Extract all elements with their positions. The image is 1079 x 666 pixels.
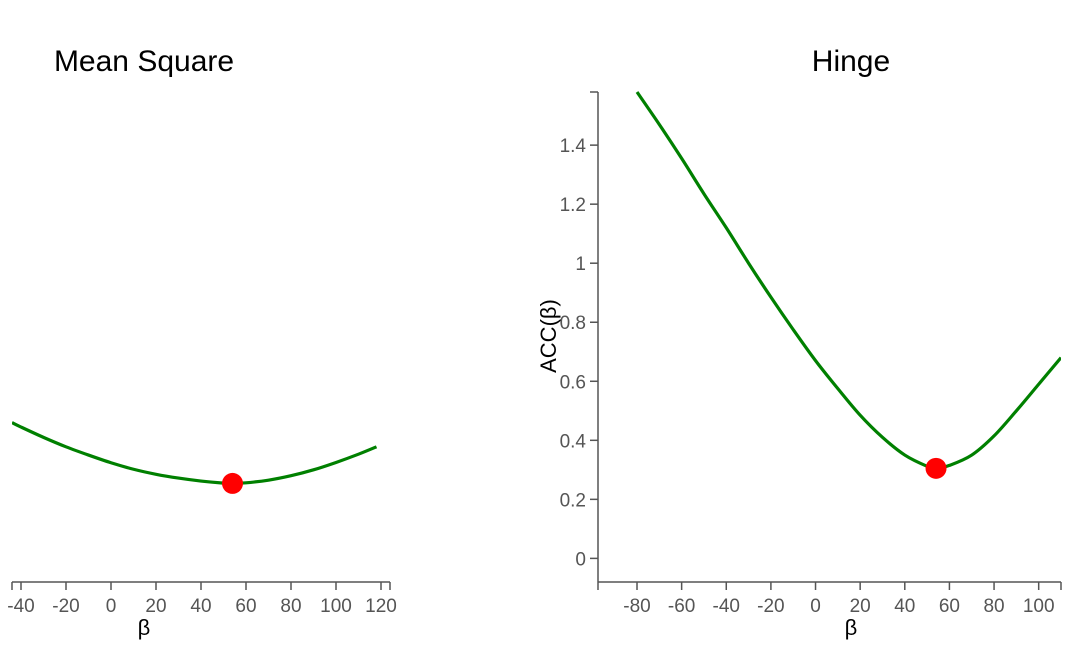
mean-square-title: Mean Square [54, 45, 234, 78]
mean-square-x-tick-label: 40 [190, 596, 211, 617]
hinge-y-tick-label: 0.6 [560, 372, 586, 393]
hinge-y-tick-label: 1.4 [560, 136, 587, 157]
hinge-plot-area: -80 -60 -40 -20 0 20 40 60 80 100 0 0.2 0.4 0.6 0.8 1 1.… [560, 91, 1062, 617]
hinge-x-tick-label: -60 [668, 596, 695, 617]
mean-square-x-tick-label: -20 [52, 596, 79, 617]
hinge-y-tick-label: 0.8 [560, 313, 586, 334]
hinge-x-tick-label: -80 [623, 596, 650, 617]
hinge-y-tick-label: 1 [575, 254, 586, 275]
mean-square-minimum-point [222, 472, 243, 494]
mean-square-x-tick-label: 80 [280, 596, 301, 617]
hinge-x-tick-label: -20 [757, 596, 784, 617]
hinge-y-tick-label: 1.2 [560, 195, 586, 216]
mean-square-panel: Mean Square -40 -20 0 20 40 60 80 100 120 β [7, 45, 397, 640]
mean-square-loss-curve [12, 421, 378, 486]
hinge-x-tick-label: 100 [1023, 596, 1055, 617]
hinge-x-tick-label: 40 [894, 596, 915, 617]
hinge-y-tick-label: 0 [575, 549, 586, 570]
mean-square-plot-area: -40 -20 0 20 40 60 80 100 120 [7, 421, 397, 617]
mean-square-x-tick-label: 120 [365, 596, 397, 617]
hinge-y-tick-label: 0.4 [560, 431, 587, 452]
mean-square-x-tick-label: 0 [106, 596, 117, 617]
hinge-y-axis-label: ACC(β) [536, 299, 561, 373]
hinge-x-axis-label: β [845, 615, 858, 640]
mean-square-x-tick-label: 60 [235, 596, 256, 617]
mean-square-x-tick-label: 20 [145, 596, 166, 617]
hinge-minimum-point [925, 457, 947, 479]
hinge-panel: Hinge -80 -60 -40 -20 0 20 40 60 80 100 0 0.2 0.4 0.6… [536, 45, 1062, 640]
hinge-loss-curve [635, 91, 1061, 471]
hinge-x-tick-label: 60 [939, 596, 960, 617]
hinge-x-tick-label: 0 [810, 596, 821, 617]
hinge-title: Hinge [812, 45, 890, 78]
mean-square-x-tick-label: 100 [320, 596, 352, 617]
hinge-y-tick-label: 0.2 [560, 490, 586, 511]
hinge-x-tick-label: 80 [983, 596, 1004, 617]
mean-square-x-tick-label: -40 [7, 596, 34, 617]
hinge-x-tick-label: -40 [713, 596, 740, 617]
mean-square-x-axis-label: β [138, 615, 151, 640]
hinge-x-tick-label: 20 [850, 596, 871, 617]
